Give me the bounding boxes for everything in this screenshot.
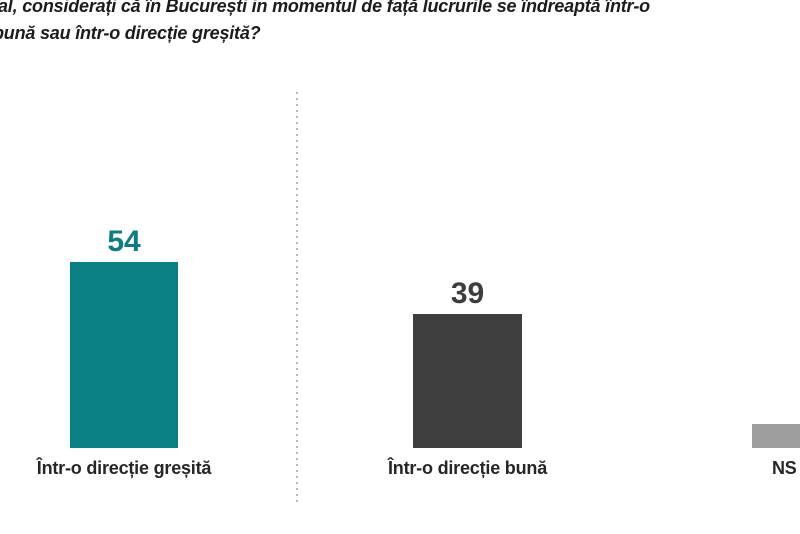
bar-label-ns: NS [772, 458, 797, 478]
bar-group-ns: NS [752, 419, 800, 478]
survey-question-title: al, considerați că în București in momen… [0, 0, 650, 47]
bar-label-directie-gresita: Într-o direcție greșită [36, 458, 212, 478]
bar-value-directie-buna: 39 [450, 277, 485, 310]
bar-directie-buna [413, 314, 522, 448]
bar-group-directie-gresita: 54 Într-o direcție greșită [37, 225, 212, 479]
survey-question-line-2: bună sau într-o direcție greșită? [0, 23, 261, 43]
vertical-dashed-divider [296, 92, 298, 503]
survey-question-line-1: al, considerați că în București in momen… [0, 0, 650, 16]
bar-value-directie-gresita: 54 [107, 225, 141, 258]
bar-ns [752, 424, 800, 448]
bar-directie-gresita [70, 262, 178, 448]
bar-group-directie-buna: 39 Într-o direcție bună [388, 277, 547, 479]
bar-label-directie-buna: Într-o direcție bună [387, 458, 548, 478]
